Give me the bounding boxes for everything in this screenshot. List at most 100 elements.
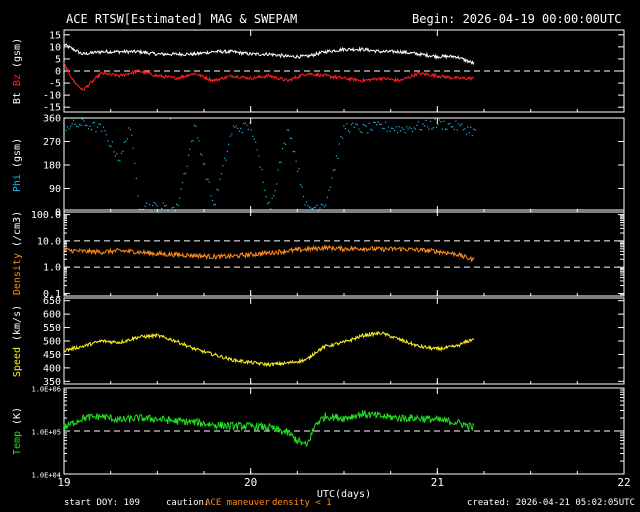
series-phi-trace [400,130,402,132]
series-phi-trace [258,155,260,157]
series-phi-trace [111,141,113,143]
series-phi-trace [282,148,284,150]
series-phi-trace [74,123,76,125]
series-phi-trace [108,145,110,147]
series-phi-trace [234,126,236,129]
series-phi-trace [101,130,103,132]
series-phi-trace [398,126,400,128]
series-density-trace [63,244,475,262]
series-phi-trace [199,153,202,155]
series-phi-trace [283,142,285,144]
series-phi-trace [289,137,291,139]
series-phi-trace [225,159,227,161]
series-phi-trace [471,135,473,137]
series-phi-trace [405,126,408,128]
series-phi-trace [170,118,172,120]
series-phi-trace [473,128,475,130]
series-phi-trace [232,125,234,127]
y-tick-label: 0 [55,208,61,219]
ylabel-bz: Bz [12,68,23,86]
series-phi-trace [66,126,69,128]
series-phi-trace [465,133,467,135]
series-phi-trace [135,177,137,180]
series-phi-trace [99,123,102,125]
series-phi-trace [290,137,293,139]
y-axis-label: Temp (K) [12,407,23,455]
series-phi-trace [402,128,405,131]
y-tick-label: 400 [43,363,61,374]
series-phi-trace [373,121,375,124]
series-phi-trace [214,203,217,206]
series-phi-trace [435,126,438,128]
series-phi-trace [265,196,267,198]
series-phi-trace [444,128,446,130]
series-phi-trace [129,129,131,131]
ylabel-unit: (K) [12,407,23,425]
series-phi-trace [219,178,221,180]
series-phi-trace [397,132,399,134]
series-phi-trace [222,165,224,167]
series-phi-trace [376,124,378,126]
series-phi-trace [196,137,199,139]
series-speed-trace [63,330,475,368]
ylabel-unit: (gsm) [12,38,23,68]
y-tick-label: 15 [49,30,61,41]
y-tick-label: 600 [43,310,61,321]
series-phi-trace [370,128,372,130]
series-phi-trace [298,167,300,170]
series-phi-trace [143,208,145,210]
series-phi-trace [92,122,94,124]
series-phi-trace [216,188,218,190]
series-phi-trace [110,145,112,148]
series-phi-trace [90,129,93,131]
series-phi-trace [456,129,458,131]
series-phi-trace [344,128,346,130]
series-phi-trace [450,126,452,128]
series-phi-trace [449,122,451,125]
series-phi-trace [69,125,72,127]
series-phi-trace [368,122,370,124]
series-phi-trace [353,126,355,128]
series-phi-trace [441,128,444,130]
series-phi-trace [295,160,297,162]
series-phi-trace [401,127,403,129]
y-axis-label: Bt Bz (gsm) [12,38,23,104]
series-temp-trace [63,410,475,448]
y-tick-label: 650 [43,296,61,307]
series-phi-trace [208,181,211,183]
created-time: created: 2026-04-21 05:02:05UTC [467,498,635,508]
series-phi-trace [304,204,306,206]
series-phi-trace [249,122,251,124]
y-tick-label: 10.0 [37,236,61,247]
series-phi-trace [349,131,351,133]
series-phi-trace [270,208,272,210]
series-phi-trace [189,148,191,150]
series-phi-trace [229,135,231,137]
series-phi-trace [271,197,273,199]
y-tick-label: 100.0 [31,210,61,221]
series-phi-trace [153,201,155,204]
series-phi-trace [178,197,181,199]
series-phi-trace [98,123,100,125]
series-phi-trace [250,129,252,131]
x-tick-label: 20 [244,476,257,489]
series-phi-trace [385,121,387,123]
series-phi-trace [453,128,455,130]
series-phi-trace [325,204,327,206]
series-phi-trace [361,131,363,134]
series-phi-trace [122,150,124,152]
series-phi-trace [355,123,357,125]
series-phi-trace [256,149,258,151]
series-phi-trace [64,125,66,127]
series-phi-trace [273,195,275,197]
series-phi-trace [113,151,115,153]
x-axis-label: UTC(days) [317,489,371,500]
y-tick-label: 1.0E+05 [31,429,61,437]
series-phi-trace [261,168,263,171]
series-phi-trace [195,125,197,128]
series-phi-trace [322,204,324,206]
y-tick-label: 500 [43,337,61,348]
series-phi-trace [276,183,278,185]
series-phi-trace [262,181,264,183]
